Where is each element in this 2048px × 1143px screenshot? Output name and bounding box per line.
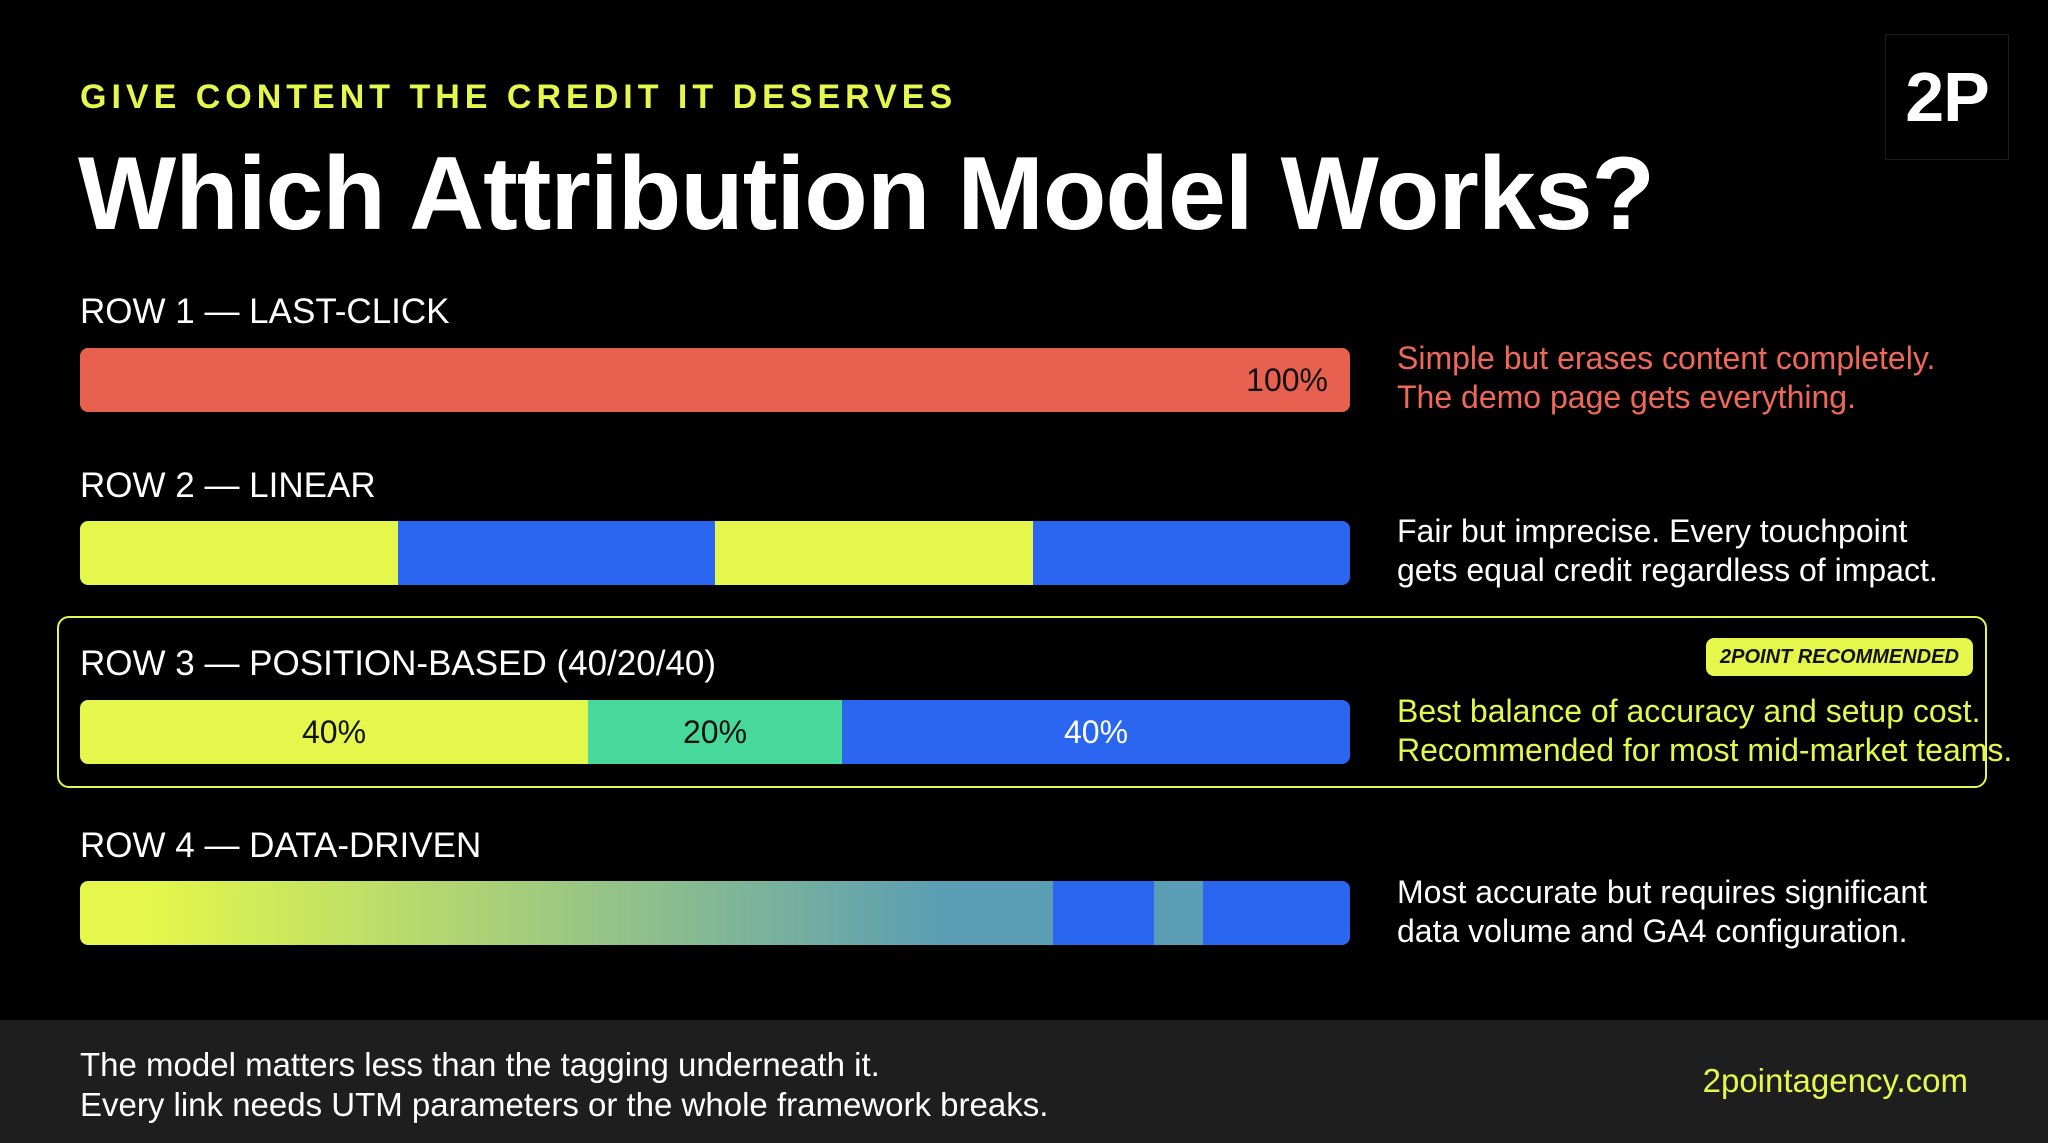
footer-note: The model matters less than the tagging …: [80, 1045, 1048, 1125]
row-3-description-line-2: Recommended for most mid-market teams.: [1397, 732, 2013, 768]
row-2-segment: [715, 521, 1033, 585]
row-3-bar: 40% 20% 40%: [80, 700, 1350, 764]
row-1-bar: 100%: [80, 348, 1350, 412]
row-4-segment: [80, 881, 952, 945]
row-3-description: Best balance of accuracy and setup cost.…: [1397, 692, 2012, 770]
footer-note-line-2: Every link needs UTM parameters or the w…: [80, 1086, 1049, 1123]
eyebrow-heading: GIVE CONTENT THE CREDIT IT DESERVES: [80, 78, 958, 116]
row-2-description: Fair but imprecise. Every touchpoint get…: [1397, 512, 1938, 590]
row-2-description-line-2: gets equal credit regardless of impact.: [1397, 552, 1938, 588]
row-3-segment: 40%: [80, 700, 588, 764]
footer-website-link[interactable]: 2pointagency.com: [1702, 1062, 1968, 1099]
footer-bar: The model matters less than the tagging …: [0, 1020, 2048, 1143]
row-4-description-line-2: data volume and GA4 configuration.: [1397, 913, 1908, 949]
row-3-segment: 20%: [588, 700, 842, 764]
footer-note-line-1: The model matters less than the tagging …: [80, 1046, 880, 1083]
row-2-description-line-1: Fair but imprecise. Every touchpoint: [1397, 513, 1908, 549]
row-2-segment: [1032, 521, 1350, 585]
row-3-label: ROW 3 — POSITION-BASED (40/20/40): [80, 644, 716, 683]
row-4-label: ROW 4 — DATA-DRIVEN: [80, 826, 482, 865]
row-4-segment: [1154, 881, 1203, 945]
row-4-description-line-1: Most accurate but requires significant: [1397, 874, 1928, 910]
row-3-segment: 40%: [842, 700, 1350, 764]
row-4-description: Most accurate but requires significant d…: [1397, 873, 1927, 951]
row-4-segment: [1052, 881, 1155, 945]
row-1-description: Simple but erases content completely. Th…: [1397, 339, 1935, 417]
row-2-segment: [80, 521, 398, 585]
recommended-highlight-frame: [57, 616, 1987, 788]
recommended-badge: 2POINT RECOMMENDED: [1706, 638, 1973, 676]
row-1-description-line-1: Simple but erases content completely.: [1397, 340, 1936, 376]
row-1-description-line-2: The demo page gets everything.: [1397, 379, 1856, 415]
row-4-segment: [951, 881, 1053, 945]
row-2-label: ROW 2 — LINEAR: [80, 466, 376, 505]
row-1-label: ROW 1 — LAST-CLICK: [80, 292, 450, 331]
row-2-segment: [397, 521, 715, 585]
page-title: Which Attribution Model Works?: [78, 136, 1655, 252]
row-4-bar: [80, 881, 1350, 945]
row-4-segment: [1202, 881, 1350, 945]
row-2-bar: [80, 521, 1350, 585]
row-3-description-line-1: Best balance of accuracy and setup cost.: [1397, 693, 1981, 729]
row-1-segment: 100%: [80, 348, 1350, 412]
brand-logo: 2P: [1885, 34, 2009, 160]
